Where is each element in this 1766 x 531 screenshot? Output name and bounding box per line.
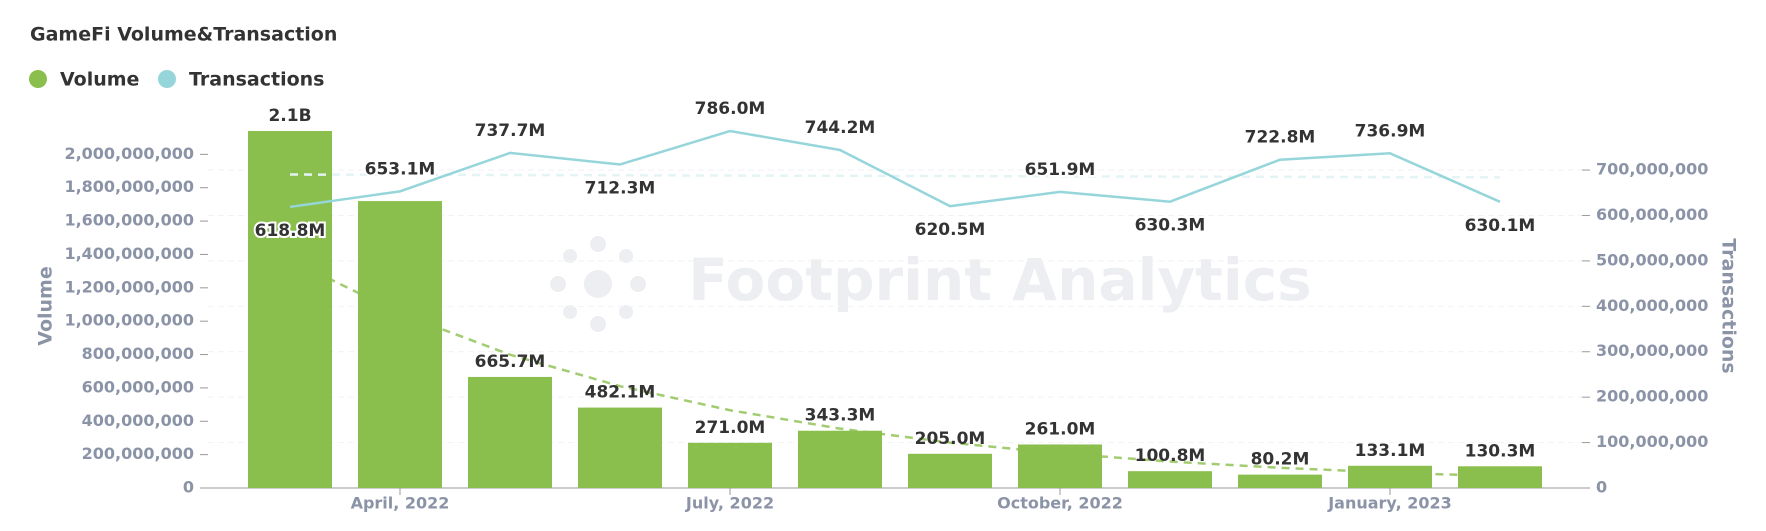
bar: [1238, 474, 1322, 488]
y2-tick-label: 300,000,000: [1596, 341, 1708, 360]
data-label: 786.0M: [695, 99, 766, 119]
data-label: 2.1B: [268, 106, 311, 126]
trendline: [289, 173, 1501, 179]
data-label: 712.3M: [585, 178, 656, 198]
data-label: 620.5M: [915, 220, 986, 240]
y-tick-label: 600,000,000: [82, 377, 194, 396]
y2-tick-label: 0: [1596, 478, 1607, 497]
y-tick-label: 0: [183, 478, 194, 497]
y2-axis-label: Transactions: [1718, 238, 1740, 373]
y-tick-label: 200,000,000: [82, 444, 194, 463]
x-tick-label: April, 2022: [351, 494, 450, 513]
bar: [1348, 465, 1432, 488]
bar: [798, 430, 882, 488]
y2-tick-label: 400,000,000: [1596, 296, 1708, 315]
y2-tick-label: 700,000,000: [1596, 160, 1708, 179]
x-tick-label: January, 2023: [1327, 494, 1452, 513]
bar: [358, 201, 442, 488]
bar: [1128, 471, 1212, 488]
y-tick-label: 800,000,000: [82, 344, 194, 363]
data-label: 205.0M: [915, 429, 986, 449]
bar: [908, 453, 992, 488]
data-label: 722.8M: [1245, 128, 1316, 148]
legend-label: Transactions: [189, 69, 324, 91]
data-label: 618.8M: [255, 221, 326, 241]
data-label: 630.1M: [1465, 216, 1536, 236]
bar: [468, 376, 552, 488]
y-tick-label: 1,400,000,000: [64, 244, 194, 263]
data-label: 665.7M: [475, 352, 546, 372]
data-label: 80.2M: [1251, 450, 1310, 470]
y2-tick-label: 200,000,000: [1596, 387, 1708, 406]
data-label: 630.3M: [1135, 216, 1206, 236]
watermark-logo: [550, 236, 646, 332]
bar: [688, 442, 772, 488]
legend-swatch: [158, 70, 176, 88]
data-label: 133.1M: [1355, 441, 1426, 461]
chart-title: GameFi Volume&Transaction: [30, 24, 337, 46]
y2-tick-label: 100,000,000: [1596, 432, 1708, 451]
y-axis-label: Volume: [35, 266, 57, 345]
y-tick-label: 400,000,000: [82, 411, 194, 430]
data-label: 271.0M: [695, 418, 766, 438]
data-label: 343.3M: [805, 406, 876, 426]
data-label: 736.9M: [1355, 121, 1426, 141]
data-label: 744.2M: [805, 118, 876, 138]
watermark: Footprint Analytics: [688, 246, 1311, 314]
y-tick-label: 1,200,000,000: [64, 277, 194, 296]
trendline: [289, 258, 1501, 478]
legend-label: Volume: [60, 69, 139, 91]
x-tick-label: July, 2022: [685, 494, 774, 513]
y-tick-label: 1,800,000,000: [64, 177, 194, 196]
data-label: 737.7M: [475, 121, 546, 141]
data-label: 130.3M: [1465, 441, 1536, 461]
data-label: 651.9M: [1025, 160, 1096, 180]
data-label: 482.1M: [585, 383, 656, 403]
line: [289, 129, 1501, 209]
y-tick-label: 1,600,000,000: [64, 211, 194, 230]
data-label: 100.8M: [1135, 446, 1206, 466]
y-tick-label: 1,000,000,000: [64, 311, 194, 330]
data-label: 261.0M: [1025, 419, 1096, 439]
bar: [1458, 466, 1542, 488]
legend-swatch: [29, 70, 47, 88]
y2-tick-label: 600,000,000: [1596, 205, 1708, 224]
bar: [578, 407, 662, 488]
data-label: 653.1M: [365, 159, 436, 179]
x-tick-label: October, 2022: [997, 494, 1123, 513]
y-tick-label: 2,000,000,000: [64, 144, 194, 163]
y2-tick-label: 500,000,000: [1596, 250, 1708, 269]
bar: [248, 131, 332, 488]
